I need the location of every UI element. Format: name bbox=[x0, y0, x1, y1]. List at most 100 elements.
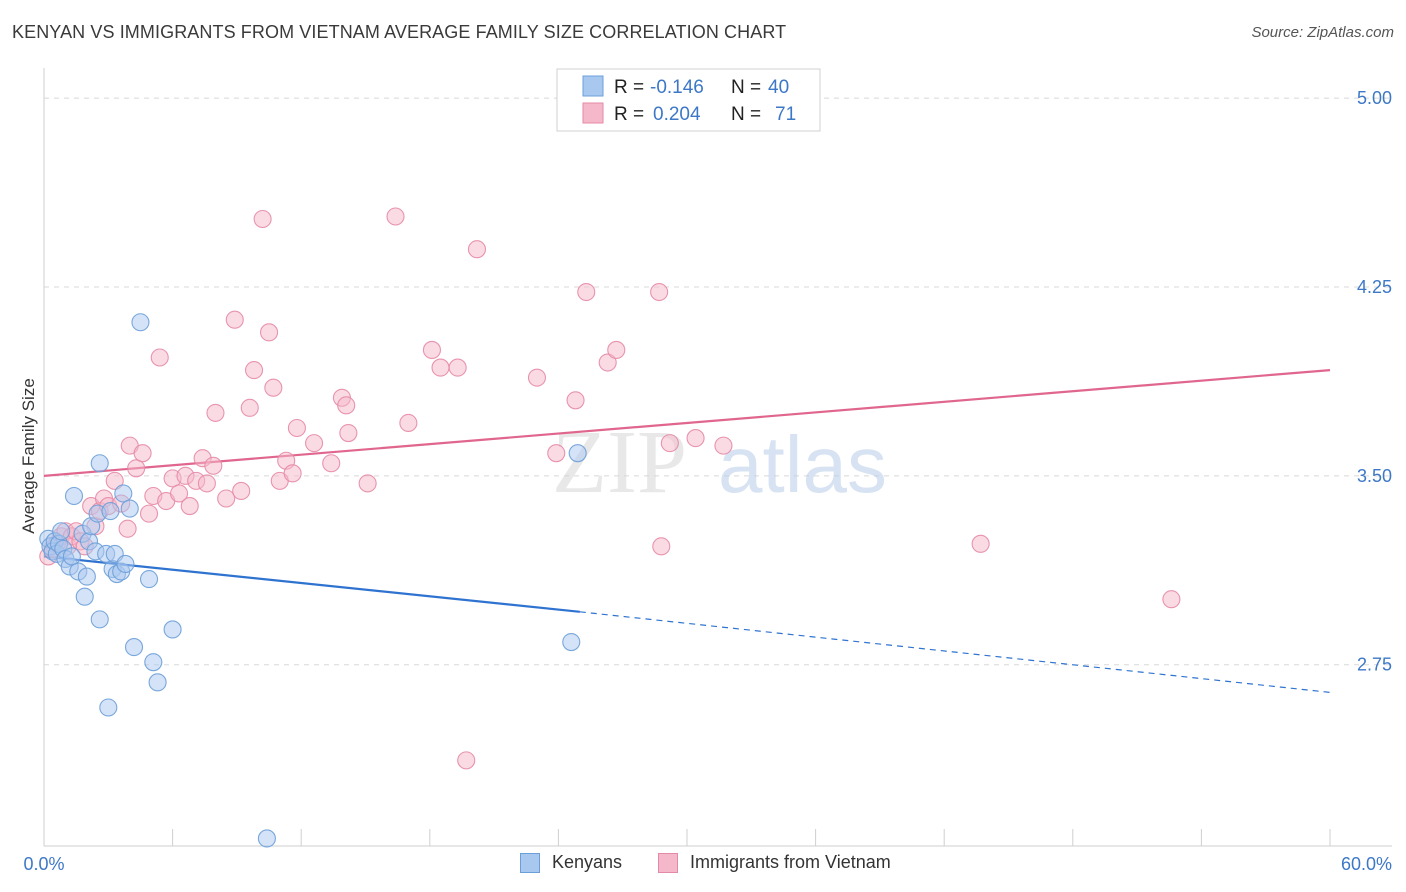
point-vietnam-68 bbox=[686, 429, 705, 448]
trend-line-vietnam bbox=[43, 368, 1331, 477]
point-vietnam-15 bbox=[105, 471, 124, 490]
stats-legend: R = -0.146 N = 40 R = 0.204 N = 71 bbox=[556, 68, 821, 132]
point-kenyans-14 bbox=[75, 587, 94, 606]
point-kenyans-33 bbox=[131, 313, 150, 332]
point-kenyans-24 bbox=[101, 502, 120, 521]
point-vietnam-19 bbox=[127, 459, 146, 478]
point-vietnam-67 bbox=[660, 434, 679, 453]
point-vietnam-54 bbox=[422, 340, 441, 359]
point-vietnam-37 bbox=[240, 398, 259, 417]
point-vietnam-32 bbox=[204, 456, 223, 475]
point-vietnam-21 bbox=[139, 504, 159, 523]
point-vietnam-35 bbox=[225, 310, 244, 329]
legend-item-kenyans: Kenyans bbox=[520, 852, 622, 873]
source-label: Source: ZipAtlas.com bbox=[1251, 24, 1394, 41]
point-vietnam-64 bbox=[607, 340, 626, 359]
point-vietnam-53 bbox=[399, 413, 418, 433]
point-vietnam-52 bbox=[386, 207, 405, 226]
watermark: ZIP atlas bbox=[552, 413, 887, 512]
point-vietnam-41 bbox=[264, 378, 283, 397]
point-vietnam-63 bbox=[598, 353, 617, 372]
legend-label-vietnam: Immigrants from Vietnam bbox=[690, 852, 891, 872]
point-vietnam-20 bbox=[133, 444, 152, 463]
point-vietnam-61 bbox=[566, 391, 585, 410]
point-vietnam-62 bbox=[577, 282, 596, 302]
point-kenyans-40 bbox=[568, 444, 587, 463]
point-vietnam-55 bbox=[431, 358, 450, 377]
point-vietnam-28 bbox=[180, 497, 199, 516]
point-vietnam-57 bbox=[457, 751, 476, 770]
point-kenyans-29 bbox=[114, 484, 133, 503]
y-tick-label-3: 5.00 bbox=[1357, 88, 1392, 108]
point-vietnam-26 bbox=[169, 484, 189, 503]
point-vietnam-59 bbox=[527, 368, 547, 387]
point-kenyans-30 bbox=[116, 554, 135, 574]
point-vietnam-23 bbox=[150, 348, 169, 367]
point-vietnam-50 bbox=[339, 423, 358, 443]
point-kenyans-34 bbox=[139, 570, 159, 589]
grid-lines bbox=[44, 97, 1392, 666]
point-vietnam-69 bbox=[714, 436, 733, 455]
point-vietnam-40 bbox=[259, 323, 279, 342]
chart-title: KENYAN VS IMMIGRANTS FROM VIETNAM AVERAG… bbox=[12, 22, 787, 42]
x-tick-label-0: 0.0% bbox=[23, 854, 64, 874]
stats-n-value-2: 71 bbox=[775, 104, 796, 125]
stats-r-value-2: 0.204 bbox=[653, 104, 701, 125]
trend-line-kenyans-extension bbox=[579, 611, 1331, 693]
legend-label-kenyans: Kenyans bbox=[552, 852, 623, 872]
point-vietnam-38 bbox=[244, 361, 264, 380]
legend-item-vietnam: Immigrants from Vietnam bbox=[658, 852, 891, 873]
y-axis-label: Average Family Size bbox=[19, 378, 38, 534]
point-kenyans-6 bbox=[52, 522, 71, 541]
point-vietnam-71 bbox=[1162, 590, 1181, 609]
point-vietnam-56 bbox=[448, 358, 467, 377]
point-vietnam-39 bbox=[253, 209, 272, 229]
point-vietnam-44 bbox=[283, 464, 302, 483]
point-vietnam-36 bbox=[232, 481, 251, 501]
point-vietnam-49 bbox=[337, 396, 356, 415]
point-vietnam-45 bbox=[287, 418, 306, 438]
point-kenyans-39 bbox=[562, 632, 581, 652]
point-kenyans-15 bbox=[77, 567, 96, 586]
point-vietnam-58 bbox=[467, 240, 487, 259]
point-vietnam-60 bbox=[547, 444, 566, 463]
stats-r-label-1: R = bbox=[614, 77, 644, 98]
point-vietnam-33 bbox=[206, 403, 225, 422]
point-kenyans-31 bbox=[120, 499, 139, 518]
stats-n-label-1: N = bbox=[731, 77, 761, 98]
point-kenyans-20 bbox=[90, 454, 109, 473]
point-kenyans-36 bbox=[148, 673, 167, 692]
stats-n-value-1: 40 bbox=[768, 77, 789, 98]
stats-swatch-pink bbox=[582, 102, 604, 124]
point-kenyans-32 bbox=[124, 638, 144, 657]
y-tick-label-2: 4.25 bbox=[1357, 277, 1392, 297]
point-vietnam-47 bbox=[322, 454, 341, 473]
point-kenyans-11 bbox=[64, 486, 84, 506]
trend-lines bbox=[43, 368, 1331, 693]
point-vietnam-31 bbox=[197, 474, 216, 493]
point-kenyans-21 bbox=[90, 610, 109, 629]
y-tick-label-0: 2.75 bbox=[1357, 655, 1392, 675]
point-kenyans-37 bbox=[163, 620, 182, 639]
point-vietnam-66 bbox=[652, 537, 671, 556]
stats-n-label-2: N = bbox=[731, 104, 761, 125]
y-tick-label-1: 3.50 bbox=[1357, 466, 1392, 486]
point-vietnam-46 bbox=[305, 434, 324, 453]
point-kenyans-35 bbox=[144, 653, 163, 672]
point-vietnam-65 bbox=[650, 282, 669, 302]
point-vietnam-70 bbox=[971, 534, 990, 553]
stats-swatch-blue bbox=[582, 75, 604, 97]
point-vietnam-51 bbox=[358, 474, 377, 493]
x-tick-label-1: 60.0% bbox=[1341, 854, 1392, 874]
stats-r-label-2: R = bbox=[614, 104, 644, 125]
series-legend: Kenyans Immigrants from Vietnam bbox=[0, 852, 1406, 878]
point-kenyans-38 bbox=[257, 829, 276, 848]
y-tick-labels: 2.75 3.50 4.25 5.00 bbox=[1357, 88, 1392, 675]
legend-swatch-vietnam bbox=[658, 852, 678, 873]
point-kenyans-10 bbox=[62, 547, 81, 566]
legend-swatch-kenyans bbox=[520, 852, 540, 873]
point-kenyans-23 bbox=[99, 698, 118, 717]
x-tick-labels: 0.0% 60.0% bbox=[23, 854, 1392, 874]
point-vietnam-34 bbox=[217, 489, 236, 508]
